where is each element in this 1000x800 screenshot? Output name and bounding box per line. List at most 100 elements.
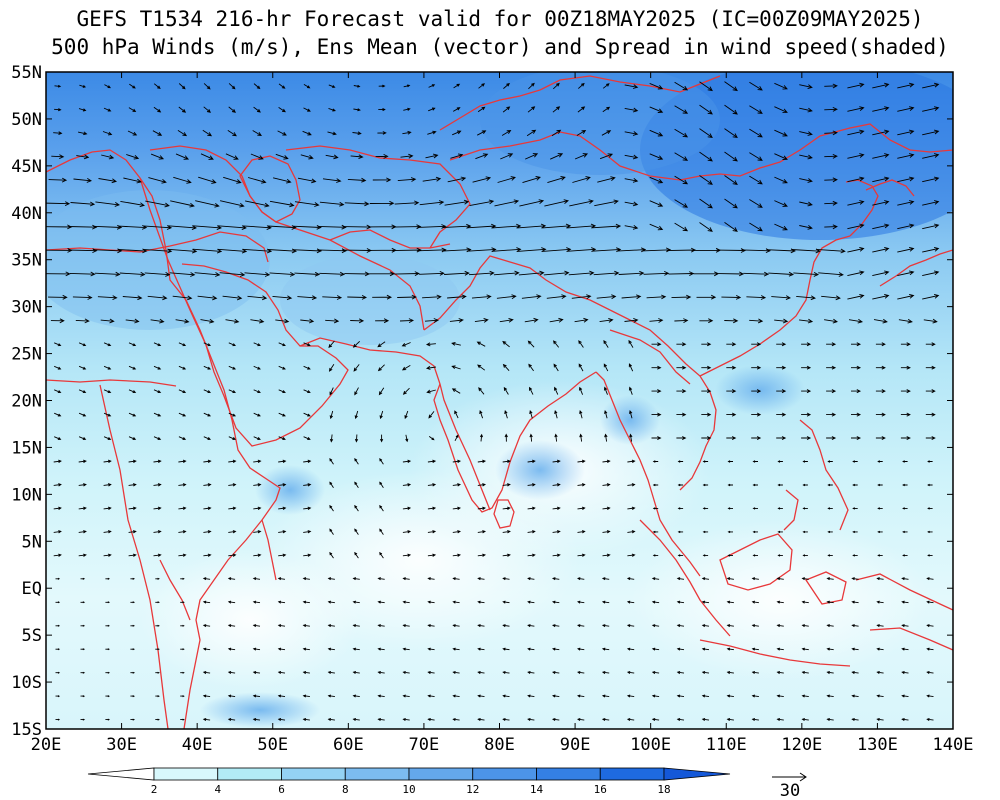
colorbar-label: 10 [402,783,415,796]
wind-vector [78,506,87,510]
wind-vector [751,647,759,651]
wind-vector [872,176,890,183]
wind-vector [801,389,812,394]
wind-vector [897,200,915,206]
wind-vector [676,647,685,651]
wind-vector [927,530,933,534]
wind-vector [302,130,312,136]
wind-vector [477,364,486,371]
wind-vector [624,84,639,89]
wind-vector [872,106,890,112]
wind-vector [476,341,486,347]
wind-vector [701,624,710,628]
wind-vector [577,459,586,463]
wind-vector [203,436,211,441]
wind-vector [527,670,535,675]
wind-vector [851,342,862,347]
wind-vector [671,294,692,300]
wind-vector [851,624,859,628]
wind-vector [203,506,212,510]
wind-vector [872,293,890,300]
wind-vector [477,600,485,604]
wind-vector [128,459,137,463]
wind-vector [726,342,737,347]
wind-vector [78,412,87,417]
wind-vector [898,318,913,324]
wind-vector [624,317,639,323]
wind-vector [926,624,934,628]
wind-vector [72,295,93,300]
wind-vector [676,694,685,698]
wind-vector [651,436,662,441]
wind-vector [752,530,758,534]
wind-vector [752,460,758,463]
wind-vector [621,294,642,300]
wind-vector [876,577,884,581]
wind-vector [577,670,585,675]
wind-vector [80,671,86,674]
wind-vector [428,436,435,441]
wind-vector [55,624,61,627]
wind-vector [427,130,437,135]
wind-vector [701,694,710,698]
wind-vector [477,717,485,721]
wind-vector [178,506,187,510]
wind-vector [601,577,610,581]
wind-vector [130,671,136,674]
wind-vector [476,130,487,136]
wind-vector [569,199,594,207]
wind-vector [926,600,934,604]
wind-vector [527,506,536,510]
wind-vector [492,247,522,252]
wind-vector [518,270,545,276]
wind-vector [228,553,237,557]
wind-vector [277,130,287,136]
wind-vector [250,318,265,324]
wind-vector [774,176,788,184]
wind-vector [751,389,762,394]
wind-vector [873,318,888,324]
wind-vector [577,694,585,698]
wind-vector [876,647,884,651]
colorbar-segment [153,767,219,781]
wind-vector [402,624,410,628]
wind-vector [130,577,136,580]
wind-vector [776,412,787,417]
wind-vector [102,131,113,136]
wind-vector [801,670,809,675]
wind-vector [128,530,137,534]
wind-vector [902,507,908,510]
wind-vector [180,577,185,580]
wind-vector [897,129,915,136]
wind-vector [428,84,436,88]
wind-vector [701,412,712,417]
wind-vector [624,107,639,113]
wind-vector [150,318,165,324]
wind-vector [272,295,293,301]
wind-vector [602,483,611,487]
wind-vector [478,387,485,395]
wind-vector [922,153,940,159]
wind-vector [826,624,834,628]
wind-vector [245,200,270,208]
wind-vector [105,695,110,698]
wind-vector [203,553,212,557]
wind-vector [372,177,392,183]
wind-vector [253,342,261,347]
wind-vector [474,317,489,323]
wind-vector [774,318,789,324]
colorbar-segment [408,767,474,781]
wind-vector [872,246,890,253]
wind-vector [923,318,938,324]
wind-vector [552,82,560,90]
wind-vector [103,436,112,441]
wind-vector [503,386,509,395]
wind-vector [354,457,359,465]
wind-vector [847,200,865,206]
wind-vector [502,106,511,113]
wind-vector [452,600,460,604]
wind-vector [601,624,610,628]
wind-vector [329,481,334,488]
wind-vector [847,129,865,136]
wind-vector [847,246,865,253]
